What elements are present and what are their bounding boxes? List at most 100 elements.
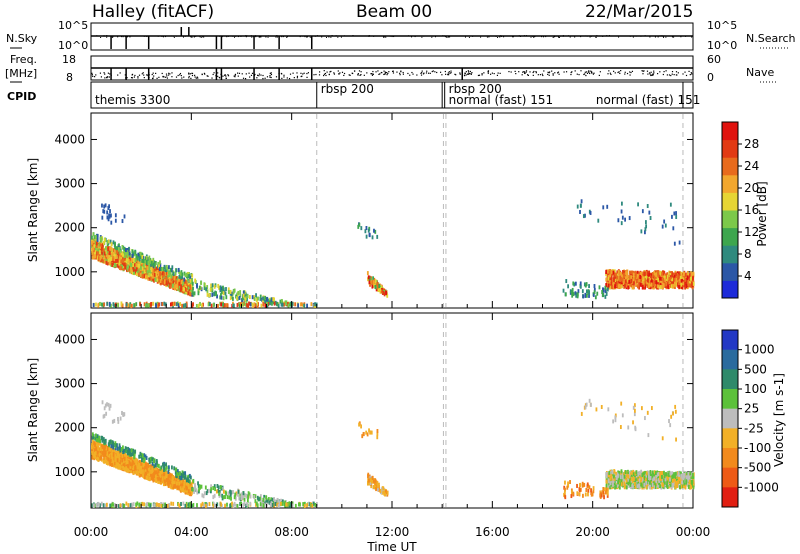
- power-echo: [676, 274, 679, 279]
- nave-dot: [445, 73, 447, 75]
- power-echo: [139, 251, 142, 256]
- nave-dot: [330, 70, 332, 73]
- nave-dot: [574, 70, 576, 72]
- power-echo: [283, 302, 286, 307]
- power-echo: [299, 302, 302, 307]
- nsearch-dot: [602, 35, 604, 37]
- nave-dot: [242, 77, 245, 79]
- nave-dot: [663, 71, 665, 73]
- nsearch-dot: [680, 36, 682, 38]
- power-echo: [163, 272, 166, 277]
- power-echo: [376, 284, 379, 289]
- velocity-echo: [115, 453, 118, 458]
- freq-label: Freq.: [10, 53, 37, 66]
- power-echo: [141, 271, 144, 276]
- nave-dot: [580, 70, 582, 72]
- nsearch-dot: [672, 35, 674, 37]
- power-echo: [623, 272, 625, 277]
- velocity-echo: [100, 449, 102, 454]
- power-echo: [100, 237, 103, 242]
- power-echo: [612, 285, 615, 290]
- power-echo: [116, 251, 119, 256]
- nave-dot: [449, 72, 451, 74]
- velocity-echo: [120, 451, 123, 456]
- power-echo: [117, 250, 120, 255]
- velocity-echo: [140, 460, 143, 465]
- power-echo: [663, 275, 666, 280]
- nave-dot: [95, 74, 97, 76]
- nave-dot: [119, 72, 121, 74]
- power-echo: [659, 276, 661, 281]
- power-echo: [357, 224, 360, 229]
- power-echo: [181, 282, 183, 287]
- power-echo: [152, 257, 155, 262]
- nave-dot: [264, 77, 266, 79]
- power-echo: [196, 284, 198, 289]
- power-echo: [165, 276, 168, 281]
- power-echo: [644, 279, 646, 284]
- nsearch-dot: [448, 36, 450, 38]
- nave-dot: [348, 74, 350, 76]
- power-echo: [664, 282, 667, 287]
- y-tick-label: 4000: [54, 332, 85, 346]
- cpid-segment-label: normal (fast) 151: [596, 93, 700, 107]
- nave-dot: [465, 71, 467, 73]
- power-echo: [104, 246, 107, 251]
- power-echo: [236, 296, 238, 301]
- power-echo: [131, 253, 134, 258]
- nave-dot: [524, 72, 526, 74]
- power-echo: [203, 286, 206, 291]
- power-echo: [679, 282, 681, 287]
- nave-dot: [301, 75, 303, 77]
- power-echo: [205, 287, 208, 292]
- nsearch-tick-top: 10^5: [707, 19, 737, 32]
- power-echo: [110, 250, 113, 255]
- power-echo: [134, 258, 137, 263]
- freq-tick-top: 18: [62, 53, 76, 66]
- nave-dot: [93, 76, 96, 78]
- nave-dot: [103, 72, 105, 74]
- nave-dot: [124, 74, 126, 76]
- nave-dot: [631, 70, 634, 72]
- nave-dot: [233, 75, 235, 77]
- power-echo: [624, 283, 626, 288]
- nave-dot: [532, 74, 534, 76]
- power-echo: [189, 288, 192, 293]
- power-echo: [108, 261, 111, 266]
- power-echo: [144, 259, 147, 264]
- velocity-echo: [145, 475, 148, 480]
- power-echo: [225, 287, 227, 292]
- power-echo: [153, 262, 156, 267]
- velocity-echo: [153, 474, 156, 479]
- nave-dot: [525, 71, 527, 73]
- nsearch-dot: [553, 35, 555, 37]
- nave-dot: [613, 70, 615, 72]
- power-echo: [645, 220, 647, 225]
- nave-dot: [254, 73, 256, 76]
- power-echo: [170, 268, 173, 273]
- nave-dot: [431, 70, 433, 73]
- power-echo: [572, 281, 575, 286]
- nsearch-dot: [472, 35, 474, 37]
- velocity-echo: [171, 480, 174, 485]
- power-echo: [103, 254, 106, 259]
- nsearch-dot: [368, 35, 370, 37]
- power-echo: [159, 263, 162, 268]
- power-echo: [271, 301, 273, 306]
- power-echo: [120, 301, 123, 306]
- power-echo: [188, 274, 191, 279]
- power-echo: [92, 232, 95, 237]
- nave-dot: [441, 74, 443, 76]
- power-echo: [120, 266, 122, 271]
- power-echo: [580, 203, 582, 208]
- power-echo: [671, 214, 673, 219]
- nsearch-dot: [184, 35, 186, 37]
- power-echo: [630, 278, 633, 283]
- nsearch-dot: [253, 35, 255, 37]
- power-echo: [109, 246, 112, 251]
- power-echo: [673, 241, 676, 246]
- power-echo: [128, 246, 130, 251]
- nave-dot: [270, 73, 273, 76]
- velocity-echo: [132, 457, 134, 462]
- velocity-echo: [124, 458, 127, 463]
